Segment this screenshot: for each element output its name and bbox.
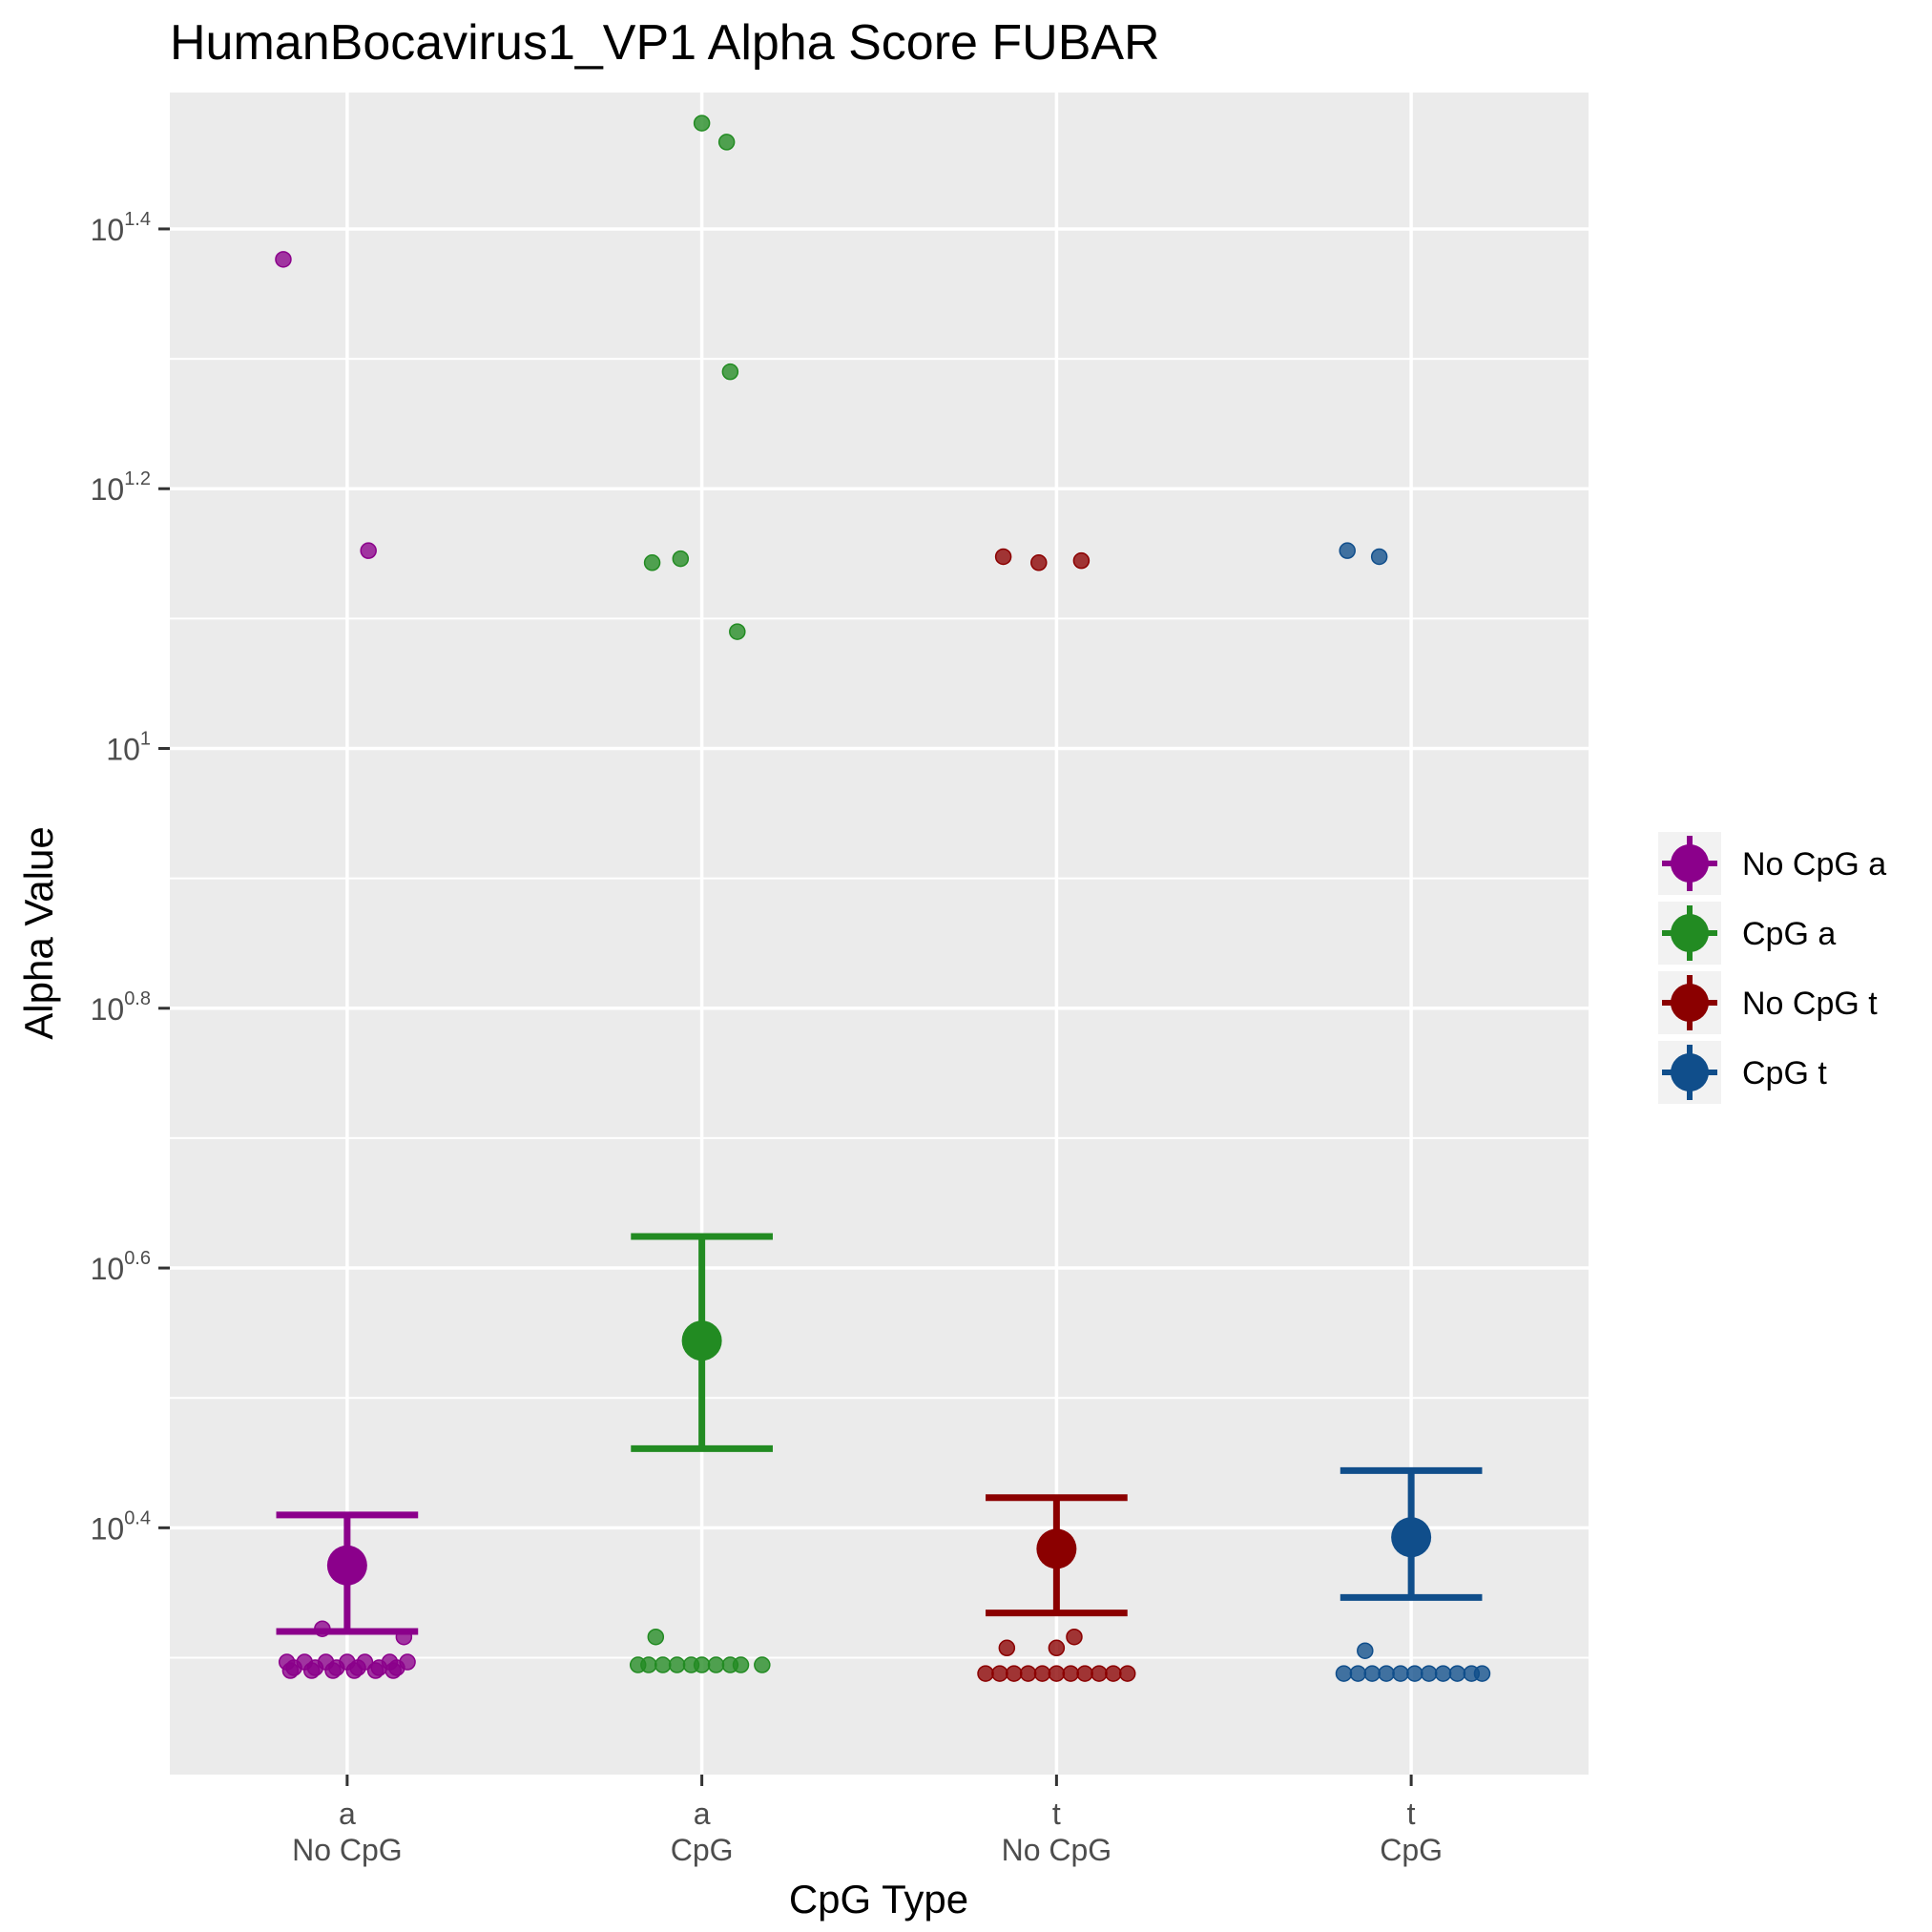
x-tick-label-bottom: No CpG	[292, 1833, 403, 1867]
data-point	[732, 1656, 750, 1673]
mean-point	[1036, 1528, 1077, 1569]
major-gridlines	[170, 93, 1589, 1775]
data-point	[754, 1656, 771, 1673]
legend-key-point	[1671, 844, 1709, 883]
data-point	[640, 1656, 657, 1673]
x-tick-label-top: t	[1407, 1797, 1416, 1831]
data-point	[721, 363, 739, 381]
legend-label: No CpG t	[1742, 986, 1878, 1022]
chart-title: HumanBocavirus1_VP1 Alpha Score FUBAR	[170, 15, 1160, 71]
data-point	[1392, 1665, 1409, 1682]
data-point	[672, 550, 690, 568]
data-point	[1048, 1639, 1066, 1657]
data-point	[1363, 1665, 1381, 1682]
y-tick-label: 101.4	[91, 209, 151, 247]
y-axis: 100.4 100.6 100.8 101 101.2 101.4	[91, 209, 170, 1546]
legend: No CpG a CpG a No CpG t CpG t	[1658, 832, 1886, 1104]
data-point	[643, 554, 661, 571]
legend-label: CpG t	[1742, 1055, 1827, 1091]
legend-key-point	[1671, 1053, 1709, 1091]
mean-point	[681, 1320, 722, 1361]
data-point	[1370, 548, 1388, 566]
data-point	[384, 1662, 402, 1679]
y-tick-label: 100.6	[91, 1248, 151, 1286]
data-point	[1378, 1665, 1395, 1682]
data-point	[991, 1665, 1008, 1682]
data-point	[1349, 1665, 1367, 1682]
legend-label: CpG a	[1742, 916, 1836, 952]
data-point	[1335, 1665, 1353, 1682]
data-point	[1062, 1665, 1079, 1682]
data-point	[1033, 1665, 1051, 1682]
y-axis-title: Alpha Value	[16, 826, 61, 1039]
data-point	[693, 114, 711, 132]
data-point	[998, 1639, 1016, 1657]
legend-key-point	[1671, 914, 1709, 952]
data-point	[654, 1656, 672, 1673]
data-point	[994, 548, 1012, 566]
data-point	[1357, 1642, 1374, 1659]
x-tick-label-bottom: No CpG	[1002, 1833, 1112, 1867]
data-point	[281, 1662, 300, 1679]
x-tick-label-top: a	[694, 1797, 711, 1831]
legend-key-point	[1671, 984, 1709, 1022]
data-point	[1030, 554, 1048, 571]
y-tick-label: 101.2	[91, 468, 151, 507]
x-tick-label-top: t	[1052, 1797, 1061, 1831]
data-point	[1019, 1665, 1037, 1682]
legend-label: No CpG a	[1742, 846, 1886, 883]
x-tick-label-top: a	[339, 1797, 356, 1831]
data-point	[1434, 1665, 1452, 1682]
data-point	[324, 1662, 342, 1679]
data-point	[717, 134, 736, 151]
y-tick-label: 101	[106, 729, 151, 767]
data-point	[977, 1665, 994, 1682]
data-point	[1072, 551, 1091, 570]
data-point	[1118, 1665, 1136, 1682]
minor-gridlines	[170, 358, 1589, 1659]
data-point	[1339, 542, 1356, 559]
data-point	[1076, 1665, 1093, 1682]
data-point	[1066, 1628, 1083, 1646]
data-point	[1406, 1665, 1423, 1682]
data-point	[366, 1662, 384, 1679]
data-point	[302, 1662, 321, 1679]
data-point	[1048, 1665, 1066, 1682]
data-point	[647, 1628, 665, 1646]
data-point	[345, 1662, 364, 1679]
data-point	[1006, 1665, 1023, 1682]
x-tick-label-bottom: CpG	[671, 1833, 734, 1867]
data-point	[1473, 1665, 1491, 1682]
data-point	[1420, 1665, 1438, 1682]
data-point	[360, 542, 377, 559]
mean-point	[326, 1545, 367, 1586]
data-point	[707, 1656, 725, 1673]
data-point	[1091, 1665, 1108, 1682]
x-axis-title: CpG Type	[789, 1877, 968, 1922]
data-point	[275, 251, 292, 268]
data-point	[693, 1656, 711, 1673]
y-tick-label: 100.4	[91, 1507, 151, 1546]
mean-point	[1391, 1517, 1432, 1558]
x-tick-label-bottom: CpG	[1380, 1833, 1443, 1867]
data-point	[1448, 1665, 1466, 1682]
data-points	[275, 114, 1491, 1682]
data-point	[668, 1656, 686, 1673]
data-point	[729, 623, 746, 640]
data-point	[1105, 1665, 1122, 1682]
y-tick-label: 100.8	[91, 988, 151, 1027]
plot-panel	[170, 93, 1589, 1775]
error-bars	[276, 1233, 1483, 1635]
